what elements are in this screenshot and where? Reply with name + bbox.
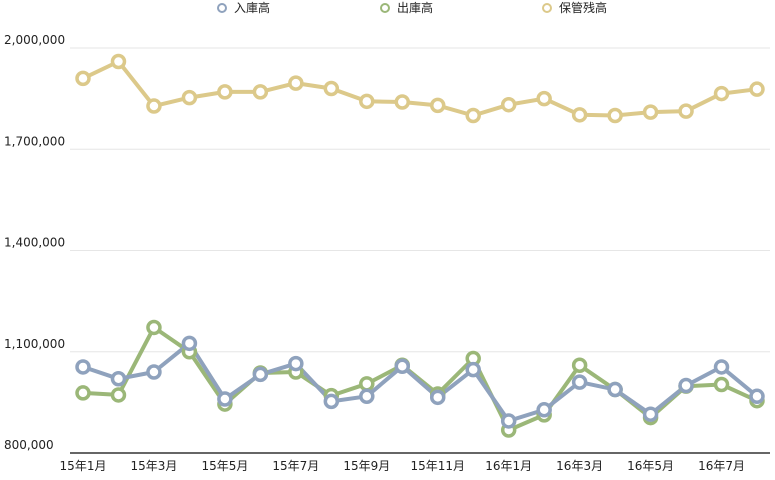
y-tick-label: 1,400,000 <box>4 236 65 250</box>
y-tick-label: 1,700,000 <box>4 134 65 148</box>
data-point <box>110 387 127 403</box>
y-tick-label: 2,000,000 <box>4 33 65 47</box>
data-point <box>607 107 623 124</box>
x-tick-label: 15年7月 <box>272 459 319 473</box>
data-point <box>713 359 730 375</box>
data-point <box>642 104 659 120</box>
x-tick-label: 15年9月 <box>343 459 390 473</box>
x-tick-label: 15年3月 <box>130 459 177 473</box>
data-point <box>749 388 765 405</box>
data-point <box>75 385 91 401</box>
x-tick-label: 15年1月 <box>60 459 107 473</box>
data-point <box>359 376 375 392</box>
y-axis: 800,000 1,100,000 1,400,000 1,700,000 2,000,… <box>4 33 65 452</box>
legend-item: 入庫高 <box>217 0 270 15</box>
data-point <box>359 93 375 110</box>
data-point <box>394 358 411 375</box>
data-point <box>146 98 162 114</box>
x-axis: 15年1月 15年3月 15年5月 15年7月 15年9月 15年11月 16年1月 16年3… <box>60 452 770 473</box>
x-tick-label: 16年3月 <box>556 459 603 473</box>
data-point <box>536 90 552 107</box>
data-point <box>571 357 588 373</box>
data-point <box>678 377 694 394</box>
legend-item: 出庫高 <box>380 0 433 15</box>
data-point <box>288 355 304 372</box>
legend-item: 保管残高 <box>542 0 607 15</box>
data-point <box>642 406 659 422</box>
data-point <box>288 75 304 91</box>
data-point <box>465 361 481 378</box>
data-point <box>678 103 694 119</box>
legend-label: 入庫高 <box>234 0 270 15</box>
legend-marker <box>380 3 390 13</box>
data-point <box>110 371 127 387</box>
data-point <box>75 70 91 87</box>
data-point <box>713 85 730 102</box>
data-point <box>323 80 340 97</box>
data-point <box>359 388 375 405</box>
data-point <box>429 389 446 406</box>
data-point <box>500 96 517 113</box>
data-point <box>75 359 91 375</box>
series-group <box>75 53 765 438</box>
legend-marker <box>542 3 552 13</box>
data-point <box>607 381 623 398</box>
data-point <box>110 53 127 70</box>
legend-marker <box>217 3 227 13</box>
data-point <box>252 84 269 100</box>
data-point <box>713 376 730 393</box>
x-tick-label: 15年11月 <box>410 459 465 473</box>
data-point <box>429 97 446 114</box>
data-point <box>323 393 340 410</box>
data-point <box>394 94 411 110</box>
gridlines <box>70 47 770 353</box>
data-point <box>465 107 481 124</box>
data-point <box>146 319 162 336</box>
data-point <box>181 335 198 352</box>
legend: 入庫高 出庫高 保管残高 <box>217 0 607 15</box>
legend-label: 保管残高 <box>559 0 607 15</box>
data-point <box>217 391 233 407</box>
x-tick-label: 15年5月 <box>201 459 248 473</box>
y-tick-label: 800,000 <box>4 438 54 452</box>
data-point <box>146 364 162 380</box>
data-point <box>181 89 198 106</box>
x-tick-label: 16年1月 <box>485 459 532 473</box>
data-point <box>500 413 517 429</box>
x-tick-label: 16年5月 <box>627 459 674 473</box>
data-point <box>217 84 233 100</box>
data-point <box>571 107 588 123</box>
y-tick-label: 1,100,000 <box>4 337 65 351</box>
data-point <box>252 366 269 383</box>
data-point <box>749 81 765 97</box>
data-point <box>536 402 552 418</box>
x-tick-label: 16年7月 <box>698 459 745 473</box>
legend-label: 出庫高 <box>397 0 433 15</box>
data-point <box>571 374 588 390</box>
